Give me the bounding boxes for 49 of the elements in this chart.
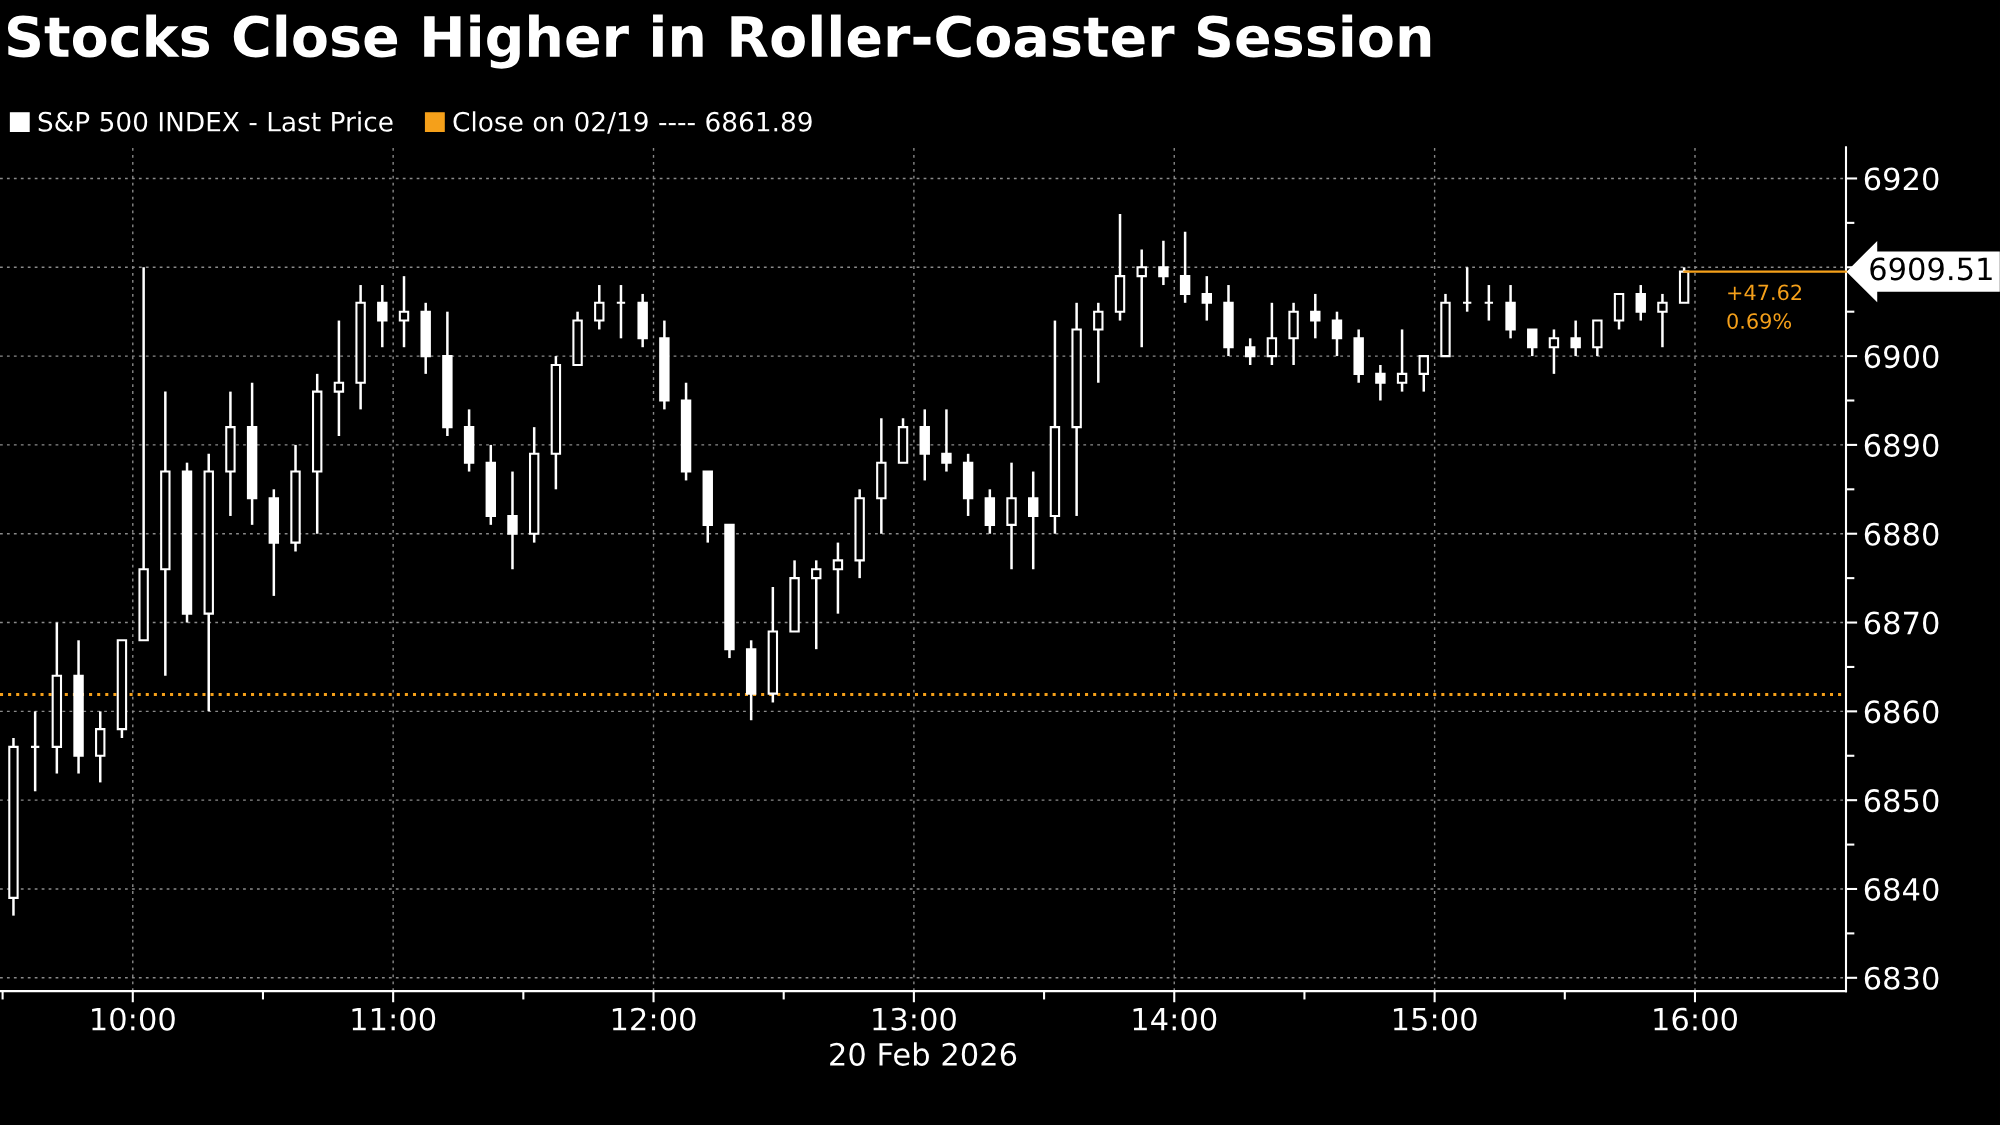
candlestick: [1396, 328, 1408, 393]
candlestick: [832, 541, 844, 615]
candlestick: [1136, 248, 1147, 349]
candlestick: [1375, 363, 1386, 402]
candlestick: [507, 470, 518, 571]
legend-label: S&P 500 INDEX - Last Price: [38, 111, 393, 132]
candlestick: [1310, 292, 1321, 340]
y-tick-label: 6880: [1864, 522, 1939, 546]
x-tick-label: 16:00: [1654, 1007, 1737, 1031]
y-tick-label: 6860: [1864, 700, 1939, 724]
candlestick: [1093, 301, 1104, 384]
candlestick: [594, 283, 605, 331]
candlestick: [1331, 310, 1343, 358]
x-tick-label: 14:00: [1133, 1007, 1217, 1031]
candlestick: [1635, 283, 1646, 322]
x-axis-title: 20 Feb 2026: [830, 1042, 1017, 1066]
candlestick: [1028, 470, 1039, 571]
annotation: 6909.51: [1870, 257, 1992, 281]
x-tick-label: 13:00: [873, 1007, 956, 1031]
candlestick: [377, 283, 388, 349]
candlestick: [1548, 328, 1560, 376]
y-tick-label: 6850: [1864, 789, 1939, 813]
annotation: +47.62: [1728, 284, 1802, 301]
x-tick-label: 12:00: [612, 1007, 696, 1031]
x-tick-label: 11:00: [352, 1007, 436, 1031]
x-tick-label: 10:00: [92, 1007, 175, 1031]
candlestick: [1201, 274, 1213, 322]
candlestick: [1657, 292, 1668, 349]
y-tick-label: 6900: [1864, 345, 1939, 369]
candlestick: [1158, 239, 1169, 287]
candlestick: [1245, 337, 1256, 367]
y-tick-label: 6840: [1864, 877, 1939, 902]
candlestick: [1179, 230, 1191, 305]
x-tick-label: 15:00: [1393, 1007, 1477, 1031]
y-tick-label: 6920: [1864, 167, 1939, 191]
candlestick: [1527, 328, 1538, 358]
y-tick-label: 6830: [1864, 966, 1939, 990]
annotation: 0.69%: [1727, 313, 1792, 329]
candlestick: [1570, 319, 1581, 358]
chart-title: Stocks Close Higher in Roller-Coaster Session: [7, 14, 1431, 69]
candlestick: [398, 274, 410, 349]
y-tick-label: 6870: [1864, 611, 1939, 635]
legend-label: Close on 02/19 ---- 6861.89: [453, 111, 812, 134]
candlestick: [811, 559, 822, 651]
candlestick: [1266, 301, 1278, 367]
candlestick: [333, 319, 345, 438]
y-tick-label: 6890: [1864, 433, 1939, 457]
candlestick: [941, 408, 952, 473]
candlestick: [1418, 354, 1429, 393]
